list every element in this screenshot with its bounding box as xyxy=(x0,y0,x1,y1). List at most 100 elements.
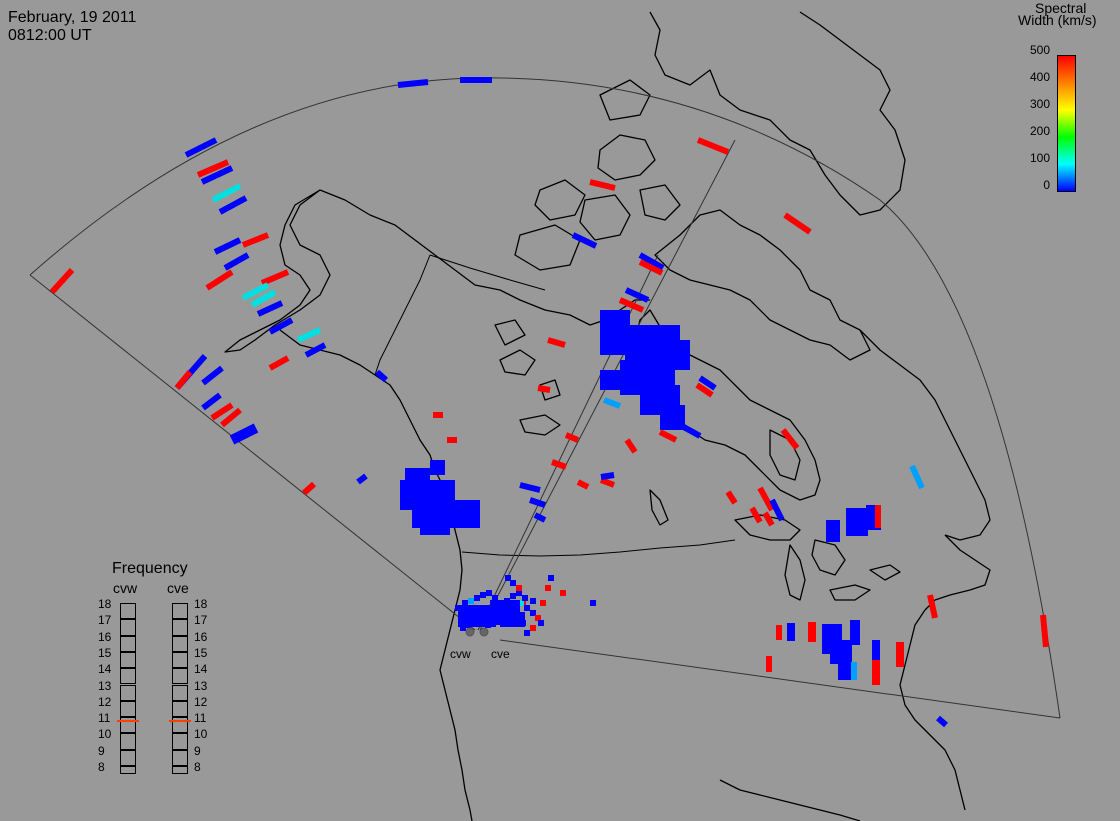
scatter-cell xyxy=(524,630,530,636)
arctic-island-1 xyxy=(597,134,656,181)
frequency-cell xyxy=(172,668,188,685)
coastlines xyxy=(224,11,991,821)
colorbar-title-line2: Width (km/s) xyxy=(1018,12,1097,28)
scatter-cell xyxy=(519,482,541,493)
scatter-cell xyxy=(241,232,270,248)
scatter-cell xyxy=(678,422,702,439)
scatter-cell xyxy=(530,625,536,631)
arctic-island-6 xyxy=(639,184,681,221)
scatter-cell xyxy=(638,252,665,271)
scatter-cell xyxy=(872,640,880,685)
scatter-cell xyxy=(776,625,782,640)
frequency-level-left: 18 xyxy=(98,597,112,611)
scatter-cell xyxy=(256,300,284,317)
frequency-cell xyxy=(172,619,188,636)
scatter-cell xyxy=(548,575,554,581)
radar-scatter xyxy=(49,77,1049,728)
scatter-cell xyxy=(174,370,193,390)
colorbar-tick-label: 400 xyxy=(1029,70,1050,84)
scatter-cell xyxy=(220,407,242,428)
frequency-level-right: 13 xyxy=(194,678,208,693)
arctic-island-8 xyxy=(539,379,561,401)
scatter-cell xyxy=(826,520,840,542)
scatter-cell xyxy=(474,595,480,601)
scatter-cell xyxy=(571,232,598,249)
arctic-island-4 xyxy=(514,224,581,271)
frequency-level-right: 15 xyxy=(194,645,208,660)
scatter-cell xyxy=(268,317,294,335)
scatter-cell xyxy=(500,612,525,627)
frequency-level-left: 12 xyxy=(98,694,112,709)
scatter-cell xyxy=(480,592,486,598)
frequency-cell xyxy=(172,603,188,620)
james-bay-outline xyxy=(769,429,801,481)
frequency-cell xyxy=(120,684,136,701)
scatter-cell xyxy=(397,79,429,88)
scatter-cell xyxy=(301,481,317,496)
scatter-cell xyxy=(505,575,511,581)
radar-site-cvw xyxy=(465,627,475,637)
colorbar-tick-label: 200 xyxy=(1029,124,1050,138)
scatter-cell xyxy=(780,428,800,450)
scatter-cell xyxy=(589,179,616,191)
maritimes-coast xyxy=(899,534,991,811)
scatter-cell xyxy=(838,640,852,680)
scatter-cell xyxy=(510,593,516,599)
scatter-cell xyxy=(909,464,925,490)
scatter-cell xyxy=(547,337,566,348)
frequency-level-right: 18 xyxy=(194,597,208,611)
scatter-cell xyxy=(540,600,546,606)
scatter-cell xyxy=(458,605,496,627)
scatter-cell xyxy=(783,212,812,235)
lake-ontario xyxy=(869,564,901,581)
date-label: February, 19 2011 xyxy=(8,9,137,26)
scatter-cell xyxy=(749,506,763,524)
time-label: 0812:00 UT xyxy=(8,27,92,44)
frequency-column-cvw xyxy=(120,603,136,774)
scatter-cell xyxy=(564,432,580,443)
colorbar-tick-label: 100 xyxy=(1029,151,1050,165)
lake-huron xyxy=(811,539,846,576)
arctic-island-5 xyxy=(579,194,631,241)
scatter-cell xyxy=(936,715,948,728)
frequency-cell xyxy=(120,603,136,620)
us-south-coast xyxy=(719,779,861,821)
frequency-marker-cve xyxy=(169,720,191,723)
scatter-cell xyxy=(850,620,860,645)
frequency-marker-cvw xyxy=(117,720,139,723)
labrador-coast xyxy=(859,329,991,541)
scatter-cell xyxy=(184,137,218,158)
frequency-level-right: 14 xyxy=(194,662,208,677)
scatter-cell xyxy=(356,473,368,485)
scatter-cell xyxy=(213,237,242,255)
fov-outer-arc xyxy=(29,77,1061,719)
scatter-cell xyxy=(460,625,466,631)
scatter-cell xyxy=(658,429,678,443)
scatter-cell xyxy=(602,397,622,409)
scatter-cell xyxy=(516,590,522,596)
scatter-cell xyxy=(808,622,816,642)
radar-label-cvw: cvw xyxy=(450,647,471,661)
frequency-cell xyxy=(120,717,136,734)
alaska-south-coast xyxy=(279,329,376,376)
frequency-cell xyxy=(120,749,136,766)
scatter-cell xyxy=(468,598,474,604)
great-slave-lake xyxy=(519,414,561,436)
colorbar-title-line1: Spectral xyxy=(1035,0,1087,16)
frequency-level-left: 10 xyxy=(98,727,112,742)
scatter-cell xyxy=(522,595,528,601)
scatter-cell xyxy=(211,183,242,203)
scatter-cell xyxy=(624,287,650,303)
frequency-level-right: 12 xyxy=(194,694,208,709)
scatter-cell xyxy=(486,590,492,596)
radar-site-cve xyxy=(479,627,489,637)
arctic-island-2 xyxy=(534,179,586,221)
colorbar-tick-label: 0 xyxy=(1043,178,1050,192)
frequency-title: Frequency xyxy=(112,560,188,577)
scatter-cell xyxy=(725,490,738,505)
scatter-cell xyxy=(787,623,795,641)
scatter-cell xyxy=(210,402,234,421)
baffin-island-outline xyxy=(654,209,871,361)
scatter-cell xyxy=(229,423,259,445)
